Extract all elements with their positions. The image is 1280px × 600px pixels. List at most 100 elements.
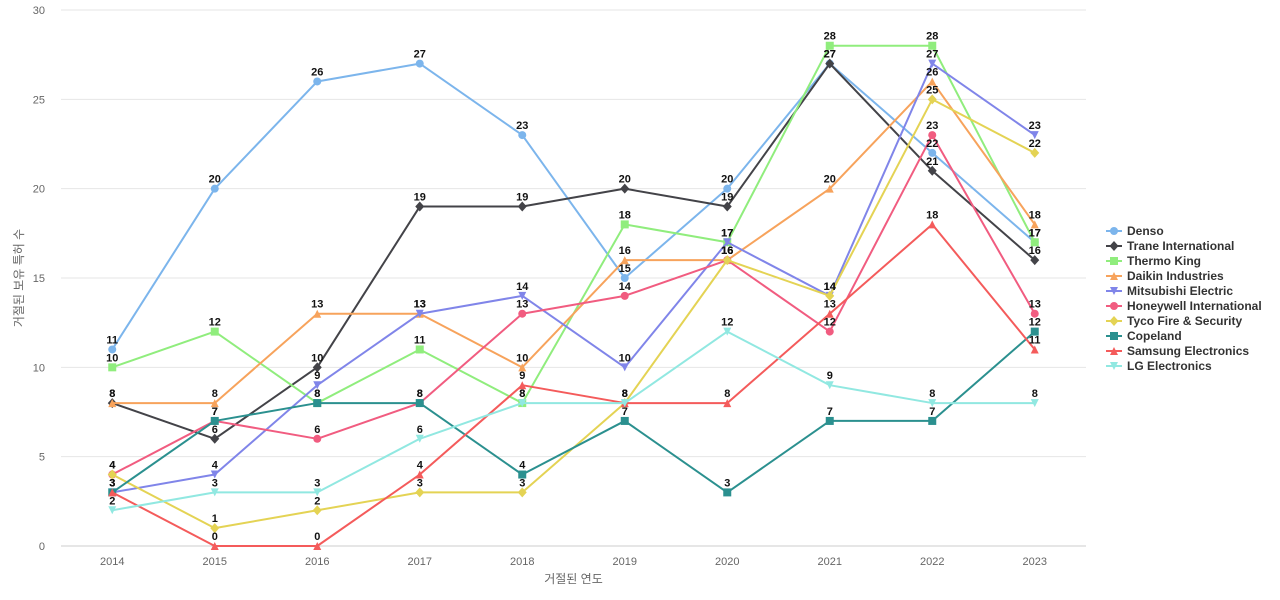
series-line[interactable]	[111, 330, 1036, 494]
data-point[interactable]	[620, 183, 630, 194]
data-point[interactable]	[1030, 345, 1039, 354]
data-point[interactable]	[620, 363, 629, 372]
data-point[interactable]	[210, 184, 219, 193]
data-point[interactable]	[107, 469, 117, 480]
data-point[interactable]	[928, 416, 937, 425]
data-point[interactable]	[312, 362, 322, 373]
data-point[interactable]	[210, 470, 219, 479]
data-point[interactable]	[518, 309, 527, 318]
data-point[interactable]	[108, 506, 117, 515]
data-point[interactable]	[928, 148, 937, 157]
data-point[interactable]	[620, 256, 629, 265]
legend-symbol[interactable]	[1110, 227, 1118, 235]
data-point[interactable]	[825, 416, 834, 425]
data-point[interactable]	[313, 381, 322, 390]
data-point[interactable]	[825, 290, 835, 301]
series-line[interactable]	[112, 80, 1036, 405]
legend-item[interactable]: Thermo King	[1106, 254, 1201, 268]
data-point[interactable]	[210, 523, 220, 534]
data-point[interactable]	[927, 94, 937, 105]
data-point[interactable]	[518, 131, 527, 140]
data-point[interactable]	[1030, 255, 1040, 266]
data-point[interactable]	[620, 220, 629, 229]
data-point[interactable]	[415, 345, 424, 354]
data-point[interactable]	[620, 399, 629, 408]
legend-item[interactable]: Honeywell International	[1106, 299, 1262, 313]
data-point[interactable]	[210, 433, 220, 444]
legend-symbol[interactable]	[1109, 316, 1119, 326]
data-point[interactable]	[415, 399, 424, 408]
legend-item[interactable]: Tyco Fire & Security	[1106, 314, 1242, 328]
data-point[interactable]	[928, 77, 937, 86]
data-point[interactable]	[518, 381, 527, 390]
series-line[interactable]	[112, 330, 1035, 512]
legend-symbol[interactable]	[1109, 241, 1119, 251]
series-line[interactable]	[111, 62, 1036, 440]
data-point[interactable]	[518, 470, 527, 479]
series-line[interactable]	[111, 223, 1036, 547]
data-point[interactable]	[825, 41, 834, 50]
data-point[interactable]	[415, 434, 424, 443]
data-point[interactable]	[108, 345, 117, 354]
legend-symbol[interactable]	[1110, 347, 1118, 355]
data-point[interactable]	[415, 201, 425, 212]
data-point[interactable]	[928, 399, 937, 408]
data-point[interactable]	[620, 291, 629, 300]
legend-symbol[interactable]	[1110, 257, 1118, 265]
data-point[interactable]	[1030, 238, 1039, 247]
data-point[interactable]	[723, 238, 732, 247]
data-point[interactable]	[723, 399, 732, 408]
series-line[interactable]	[111, 62, 1036, 351]
legend-item[interactable]: LG Electronics	[1106, 359, 1212, 373]
data-point[interactable]	[415, 487, 425, 498]
data-point[interactable]	[723, 184, 732, 193]
data-point[interactable]	[1030, 147, 1040, 158]
data-point[interactable]	[415, 309, 424, 318]
data-point[interactable]	[415, 59, 424, 68]
data-point[interactable]	[825, 327, 834, 336]
data-point[interactable]	[518, 363, 527, 372]
data-point[interactable]	[210, 399, 219, 408]
data-point[interactable]	[928, 59, 937, 68]
legend-symbol[interactable]	[1110, 272, 1118, 280]
data-point[interactable]	[1030, 327, 1039, 336]
data-point[interactable]	[517, 487, 527, 498]
data-point[interactable]	[517, 201, 527, 212]
data-point[interactable]	[313, 309, 322, 318]
legend-symbol[interactable]	[1110, 332, 1118, 340]
data-point[interactable]	[825, 381, 834, 390]
data-point[interactable]	[1030, 399, 1039, 408]
data-point[interactable]	[313, 488, 322, 497]
data-point[interactable]	[210, 416, 219, 425]
data-point[interactable]	[108, 363, 117, 372]
data-point[interactable]	[927, 165, 937, 176]
data-point[interactable]	[108, 399, 117, 408]
data-point[interactable]	[825, 309, 834, 318]
data-point[interactable]	[723, 488, 732, 497]
data-point[interactable]	[928, 41, 937, 50]
data-point[interactable]	[108, 488, 117, 497]
data-point[interactable]	[620, 416, 629, 425]
legend-item[interactable]: Daikin Industries	[1106, 269, 1224, 283]
data-point[interactable]	[928, 131, 937, 140]
data-point[interactable]	[1030, 309, 1039, 318]
data-point[interactable]	[313, 434, 322, 443]
data-point[interactable]	[415, 470, 424, 479]
legend-symbol[interactable]	[1110, 287, 1118, 295]
data-point[interactable]	[1030, 220, 1039, 229]
series-line[interactable]	[111, 134, 1036, 476]
legend-item[interactable]: Trane International	[1106, 239, 1234, 253]
data-point[interactable]	[928, 220, 937, 229]
data-point[interactable]	[312, 505, 322, 516]
data-point[interactable]	[313, 77, 322, 86]
data-point[interactable]	[1030, 131, 1039, 140]
legend-item[interactable]: Copeland	[1106, 329, 1182, 343]
legend-item[interactable]: Mitsubishi Electric	[1106, 284, 1233, 298]
data-point[interactable]	[620, 274, 629, 282]
legend-item[interactable]: Denso	[1106, 224, 1164, 238]
data-point[interactable]	[210, 542, 219, 550]
data-point[interactable]	[210, 488, 219, 497]
legend-item[interactable]: Samsung Electronics	[1106, 344, 1249, 358]
data-point[interactable]	[825, 184, 834, 193]
